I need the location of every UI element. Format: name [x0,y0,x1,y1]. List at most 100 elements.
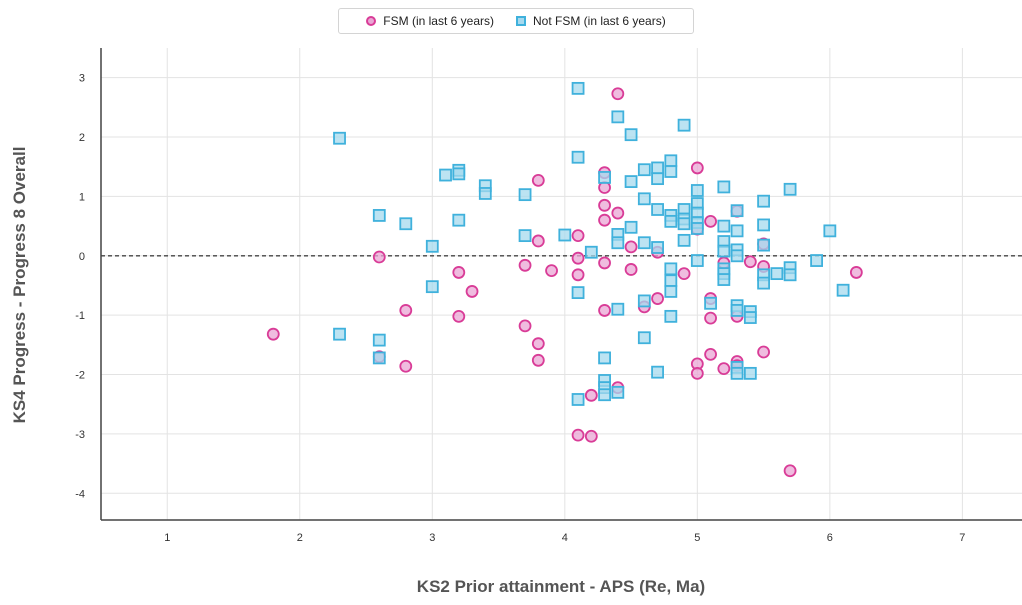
not-fsm-point [452,213,466,227]
not-fsm-point [571,393,585,406]
not-fsm-point [823,224,837,238]
not-fsm-point [651,161,664,175]
fsm-point [717,362,731,376]
not-fsm-point [478,187,492,200]
legend: FSM (in last 6 years) Not FSM (in last 6… [338,8,694,34]
x-tick-label: 2 [297,532,303,544]
not-fsm-point [757,194,770,208]
fsm-point [598,304,611,317]
fsm-point [531,234,545,248]
x-tick-label: 4 [562,532,568,544]
fsm-point [704,311,717,325]
fsm-point [531,337,545,351]
y-tick-label: 0 [79,251,85,263]
not-fsm-point [664,214,678,228]
not-fsm-point [810,254,823,267]
fsm-point [651,292,664,305]
not-fsm-point [770,267,784,281]
not-fsm-point [637,331,651,345]
not-fsm-point [571,150,585,164]
fsm-point [849,266,863,279]
not-fsm-point [757,276,770,290]
y-tick-label: -1 [75,310,85,322]
not-fsm-point [598,171,611,184]
fsm-point [518,319,532,333]
fsm-point [598,213,611,227]
not-fsm-point [743,311,757,324]
not-fsm-point [624,175,638,188]
not-fsm-point [730,249,744,263]
not-fsm-point [730,224,744,238]
not-fsm-point [372,209,386,222]
not-fsm-point [637,192,651,206]
fsm-point [452,266,466,279]
not-fsm-point [637,163,651,177]
fsm-point [571,428,585,442]
not-fsm-point [651,172,664,186]
not-fsm-point [399,217,413,231]
fsm-point [743,255,757,269]
not-fsm-point [518,188,532,202]
not-fsm-point [425,239,439,253]
x-tick-label: 7 [959,532,965,544]
not-fsm-point [730,366,744,380]
fsm-point [624,263,638,276]
x-tick-label: 3 [429,532,435,544]
fsm-point [584,388,598,402]
not-fsm-point [425,280,439,294]
data-points [266,81,863,478]
fsm-point [704,347,717,361]
x-tick-label: 1 [164,532,170,544]
fsm-point [531,173,545,187]
x-tick-label: 6 [827,532,833,544]
not-fsm-point [372,351,386,365]
y-tick-label: 3 [79,73,85,85]
fsm-point [545,264,558,278]
fsm-point [518,258,532,272]
y-axis-title: KS4 Progress - Progress 8 Overall [10,146,29,424]
legend-item-not-fsm: Not FSM (in last 6 years) [516,14,666,28]
not-fsm-point [372,333,386,347]
not-fsm-point [717,180,731,194]
not-fsm-point [677,118,691,132]
not-fsm-point [757,238,770,252]
not-fsm-point [704,296,717,310]
not-fsm-point [677,217,691,231]
fsm-point [611,87,625,101]
y-tick-label: 2 [79,132,85,144]
fsm-point [704,214,717,228]
not-fsm-point [571,81,585,95]
not-fsm-point [558,228,572,242]
fsm-point [399,359,413,373]
not-fsm-point [783,182,797,196]
not-fsm-point [743,366,757,380]
fsm-point [584,429,598,443]
fsm-point [571,268,585,282]
not-fsm-point [611,110,625,124]
not-fsm-point [584,245,598,259]
not-fsm-point [664,262,678,276]
not-fsm-point [717,219,731,233]
fsm-point [531,353,545,367]
fsm-point [372,250,386,264]
fsm-point [783,464,797,478]
not-fsm-point [452,167,466,181]
not-fsm-point [637,294,651,308]
not-fsm-point [690,184,704,197]
not-fsm-point [690,254,704,267]
not-fsm-point [651,241,664,254]
fsm-point [399,304,413,317]
fsm-point [452,309,466,323]
fsm-point [624,240,638,254]
legend-item-fsm: FSM (in last 6 years) [366,14,494,28]
tick-labels: 1 2 3 4 5 6 7 3 2 1 0 -1 -2 -3 -4 [75,73,965,544]
not-fsm-point [611,236,625,250]
fsm-point [690,366,704,380]
not-fsm-point [664,309,678,323]
not-fsm-point [730,304,744,317]
not-fsm-point [717,273,731,286]
not-fsm-point [664,154,678,168]
not-fsm-point [677,233,691,247]
not-fsm-point [690,222,704,235]
